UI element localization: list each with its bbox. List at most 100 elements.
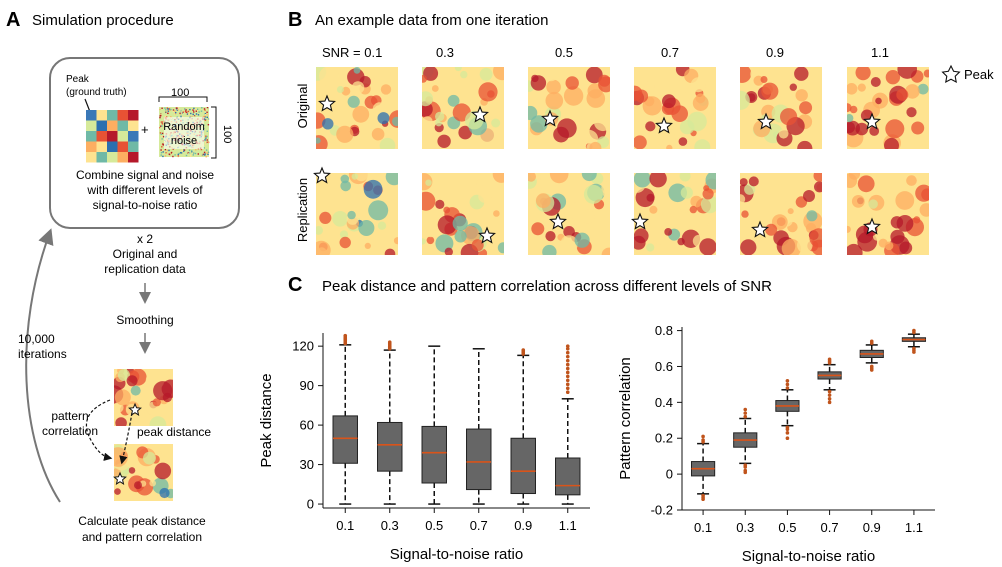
- noise-label-1: Random: [163, 121, 205, 133]
- map-blob: [690, 195, 703, 208]
- noise-pixel: [161, 138, 163, 140]
- noise-pixel: [161, 113, 163, 115]
- star-icon: [549, 212, 567, 230]
- noise-pixel: [204, 139, 206, 141]
- noise-pixel: [159, 123, 162, 125]
- noise-pixel: [162, 144, 165, 146]
- noise-pixel: [161, 132, 164, 135]
- noise-pixel: [166, 107, 168, 109]
- map-blob: [789, 83, 797, 91]
- map-blob: [352, 105, 370, 123]
- example-map-r0-c0: [316, 67, 398, 149]
- map-blob: [765, 223, 778, 236]
- snr-label-0: SNR = 0.1: [322, 45, 382, 60]
- outlier-point: [565, 386, 570, 391]
- noise-pixel: [195, 108, 197, 110]
- x-tick-label: 0.1: [336, 518, 354, 533]
- signal-cell: [107, 141, 118, 152]
- map-blob: [779, 93, 794, 108]
- map-blob: [373, 67, 391, 83]
- noise-pixel: [182, 111, 184, 113]
- noise-pixel: [206, 152, 208, 154]
- map-blob: [128, 467, 136, 474]
- outlier-point: [565, 390, 570, 395]
- plus-sign: +: [141, 122, 149, 137]
- example-map-r1-c4: [740, 173, 822, 255]
- map-blob: [654, 234, 665, 245]
- map-blob: [847, 121, 855, 133]
- noise-pixel: [204, 116, 207, 118]
- outlier-point: [701, 438, 705, 442]
- noise-pixel: [207, 113, 209, 115]
- noise-pixel: [180, 115, 182, 118]
- noise-pixel: [185, 109, 187, 111]
- noise-pixel: [160, 125, 162, 127]
- map-blob: [319, 67, 339, 86]
- outlier-point: [521, 348, 526, 352]
- map-blob: [322, 118, 334, 130]
- noise-pixel: [174, 148, 176, 151]
- noise-pixel: [181, 150, 183, 152]
- map-blob: [857, 83, 866, 92]
- map-blob: [581, 173, 597, 182]
- map-blob: [380, 84, 392, 95]
- noise-dimension-bracket-right: [211, 106, 217, 159]
- map-blob: [435, 199, 445, 209]
- map-blob: [493, 210, 500, 217]
- noise-pixel: [177, 153, 179, 156]
- map-blob: [897, 67, 917, 79]
- map-blob: [847, 243, 863, 255]
- box-0.1: [332, 333, 358, 505]
- map-blob: [635, 188, 655, 208]
- outlier-point: [912, 346, 916, 351]
- noise-pixel: [190, 112, 192, 115]
- map-blob: [437, 215, 457, 235]
- smoothed-map-2: [114, 444, 173, 501]
- noise-pixel: [164, 107, 166, 109]
- map-blob: [680, 186, 693, 199]
- map-blob: [458, 125, 473, 140]
- noise-pixel: [201, 107, 203, 109]
- map-blob: [919, 203, 929, 217]
- map-blob: [797, 237, 813, 253]
- star-icon: [318, 94, 336, 112]
- noise-pixel: [180, 112, 183, 114]
- noise-pixel: [188, 149, 191, 151]
- outlier-point: [743, 414, 748, 419]
- map-blob: [134, 481, 142, 490]
- x-tick-label: 1.1: [905, 520, 923, 535]
- noise-pixel: [207, 141, 210, 144]
- map-blob: [813, 173, 822, 182]
- noise-pixel: [198, 111, 200, 113]
- noise-pixel: [159, 135, 161, 137]
- map-blob: [857, 175, 875, 193]
- map-blob: [454, 230, 467, 243]
- map-blob: [319, 211, 332, 224]
- star-icon: [113, 471, 127, 485]
- noise-pixel: [163, 148, 165, 150]
- star-icon: [751, 220, 769, 238]
- noise-pixel: [159, 119, 162, 122]
- noise-pixel: [204, 154, 206, 156]
- y-tick-label: 0.6: [655, 359, 673, 374]
- signal-cell: [128, 131, 139, 142]
- map-blob: [664, 228, 673, 236]
- map-blob: [478, 82, 498, 102]
- noise-pixel: [203, 108, 206, 110]
- map-blob: [589, 141, 602, 149]
- noise-pixel: [159, 107, 161, 109]
- map-blob: [126, 375, 138, 387]
- map-blob: [795, 89, 808, 102]
- outlier-point: [565, 382, 570, 387]
- x-tick-label: 0.5: [425, 518, 443, 533]
- noise-pixel: [205, 156, 207, 158]
- outlier-point: [565, 378, 570, 383]
- map-blob: [913, 216, 921, 224]
- noise-image: [159, 107, 210, 158]
- noise-pixel: [193, 152, 195, 154]
- map-blob: [471, 239, 484, 252]
- star-icon: [128, 402, 142, 416]
- noise-pixel: [172, 155, 174, 158]
- outlier-point: [785, 436, 790, 441]
